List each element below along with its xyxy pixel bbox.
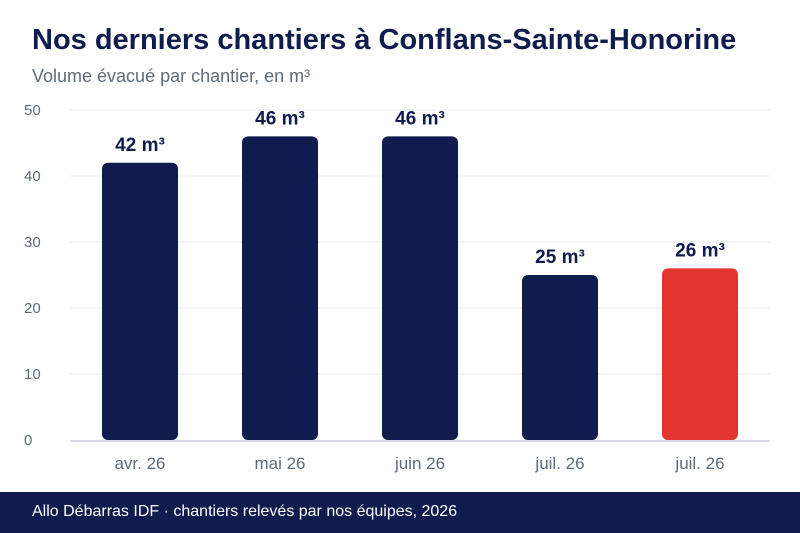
bar-chart: 0 10 20 30 40 50 42 m³ avr. 26 46 m³ mai 26 46 m³ j… — [24, 102, 770, 473]
y-tick-label: 20 — [24, 300, 41, 317]
y-tick-label: 0 — [24, 432, 32, 449]
x-tick-label: juil. 26 — [534, 454, 584, 473]
bar-value-label: 46 m³ — [255, 108, 305, 129]
chart-title: Nos derniers chantiers à Conflans-Sainte… — [32, 24, 737, 56]
y-tick-label: 40 — [24, 168, 41, 185]
x-tick-label: juin 26 — [394, 454, 445, 473]
x-tick-label: mai 26 — [254, 454, 305, 473]
chart-subtitle: Volume évacué par chantier, en m³ — [32, 66, 311, 86]
y-tick-label: 50 — [24, 102, 41, 119]
bar-value-label: 42 m³ — [115, 135, 165, 156]
y-tick-label: 10 — [24, 366, 41, 383]
bar-value-label: 26 m³ — [675, 240, 725, 261]
bar — [522, 275, 598, 440]
footer-source: Allo Débarras IDF · chantiers relevés pa… — [32, 503, 458, 520]
x-tick-label: avr. 26 — [114, 454, 165, 473]
bar-value-label: 46 m³ — [395, 108, 445, 129]
y-tick-label: 30 — [24, 234, 41, 251]
bar — [242, 136, 318, 440]
bar — [382, 136, 458, 440]
footer-bar: Allo Débarras IDF · chantiers relevés pa… — [0, 492, 800, 533]
bar-value-label: 25 m³ — [535, 247, 585, 268]
bar — [102, 162, 178, 441]
bar — [662, 268, 738, 440]
x-tick-label: juil. 26 — [674, 454, 724, 473]
